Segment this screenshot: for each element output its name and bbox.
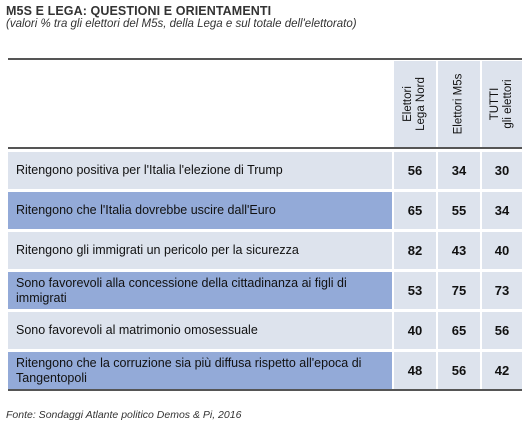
chart-title: M5S E LEGA: QUESTIONI E ORIENTAMENTI — [6, 4, 272, 18]
column-header-tutti-line1: TUTTI — [489, 87, 501, 121]
row-label: Sono favorevoli al matrimonio omosessual… — [8, 312, 392, 349]
value-cell: 53 — [394, 272, 436, 309]
value-cell: 40 — [394, 312, 436, 349]
value-cell: 82 — [394, 232, 436, 269]
header-row: Elettori Lega Nord Elettori M5s TUTTI gl… — [8, 61, 522, 147]
survey-table: Elettori Lega Nord Elettori M5s TUTTI gl… — [8, 61, 522, 391]
table-row: Sono favorevoli al matrimonio omosessual… — [8, 312, 522, 349]
top-rule — [8, 58, 522, 60]
row-label: Ritengono positiva per l'Italia l'elezio… — [8, 152, 392, 189]
value-cell: 40 — [482, 232, 522, 269]
row-label: Ritengono che la corruzione sia più diff… — [8, 352, 392, 389]
value-cell: 48 — [394, 352, 436, 389]
table-row: Ritengono che la corruzione sia più diff… — [8, 352, 522, 389]
value-cell: 56 — [482, 312, 522, 349]
column-header-lega: Elettori Lega Nord — [394, 61, 436, 147]
column-header-lega-line1: Elettori — [402, 86, 414, 122]
table-row: Ritengono che l'Italia dovrebbe uscire d… — [8, 192, 522, 229]
row-label: Ritengono che l'Italia dovrebbe uscire d… — [8, 192, 392, 229]
value-cell: 34 — [482, 192, 522, 229]
column-header-tutti: TUTTI gli elettori — [482, 61, 522, 147]
header-rule — [8, 147, 522, 149]
value-cell: 30 — [482, 152, 522, 189]
value-cell: 65 — [394, 192, 436, 229]
table-row: Ritengono gli immigrati un pericolo per … — [8, 232, 522, 269]
value-cell: 43 — [438, 232, 480, 269]
chart-subtitle: (valori % tra gli elettori del M5s, dell… — [6, 18, 357, 30]
table-row: Ritengono positiva per l'Italia l'elezio… — [8, 152, 522, 189]
column-header-m5s-line1: Elettori M5s — [452, 73, 465, 135]
value-cell: 42 — [482, 352, 522, 389]
value-cell: 56 — [394, 152, 436, 189]
column-header-lega-line2: Lega Nord — [415, 77, 427, 131]
value-cell: 65 — [438, 312, 480, 349]
column-header-m5s: Elettori M5s — [438, 61, 480, 147]
row-label: Sono favorevoli alla concessione della c… — [8, 272, 392, 309]
value-cell: 73 — [482, 272, 522, 309]
row-label: Ritengono gli immigrati un pericolo per … — [8, 232, 392, 269]
table-row: Sono favorevoli alla concessione della c… — [8, 272, 522, 309]
column-header-tutti-line2: gli elettori — [502, 79, 514, 129]
value-cell: 56 — [438, 352, 480, 389]
value-cell: 34 — [438, 152, 480, 189]
bottom-rule — [8, 389, 522, 391]
source-note: Fonte: Sondaggi Atlante politico Demos &… — [6, 409, 242, 421]
value-cell: 55 — [438, 192, 480, 229]
value-cell: 75 — [438, 272, 480, 309]
